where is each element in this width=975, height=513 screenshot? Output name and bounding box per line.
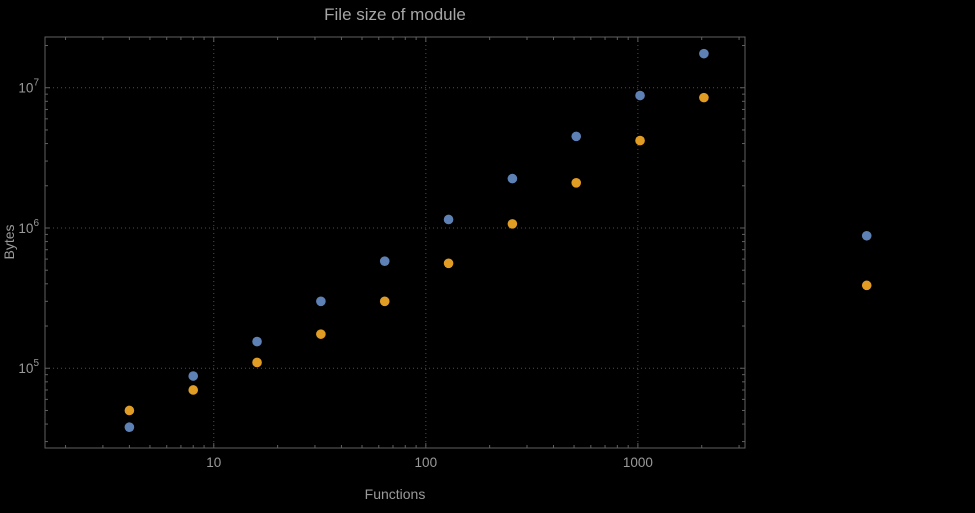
data-point-blue xyxy=(699,48,709,59)
data-point-blue xyxy=(124,422,135,432)
data-point-orange xyxy=(443,258,454,269)
data-point-orange xyxy=(635,135,645,146)
data-point-orange xyxy=(316,329,326,339)
x-tick-label: 10 xyxy=(206,455,221,470)
data-point-blue xyxy=(861,230,872,241)
y-tick-label: 107 xyxy=(18,78,39,96)
x-axis-label: Functions xyxy=(364,486,426,502)
plot-frame xyxy=(44,36,746,449)
data-point-orange xyxy=(188,385,199,395)
data-point-orange xyxy=(699,92,709,103)
chart-title: File size of module xyxy=(324,5,466,24)
data-point-blue xyxy=(443,214,454,225)
data-point-blue xyxy=(188,371,199,381)
x-tick-label: 100 xyxy=(415,455,438,470)
data-point-blue xyxy=(252,336,262,347)
y-tick-label: 105 xyxy=(18,358,39,376)
y-tick-label: 106 xyxy=(18,218,39,236)
data-point-orange xyxy=(379,296,390,307)
data-point-orange xyxy=(571,177,582,188)
data-point-blue xyxy=(507,173,518,184)
data-point-blue xyxy=(316,296,326,307)
data-point-orange xyxy=(507,219,518,229)
y-axis-label: Bytes xyxy=(1,224,17,260)
x-tick-label: 1000 xyxy=(623,455,653,470)
data-point-orange xyxy=(124,405,135,416)
data-point-blue xyxy=(571,131,582,142)
data-point-blue xyxy=(379,256,390,266)
data-point-orange xyxy=(252,357,262,368)
data-point-blue xyxy=(635,90,645,101)
data-point-orange xyxy=(861,280,872,291)
